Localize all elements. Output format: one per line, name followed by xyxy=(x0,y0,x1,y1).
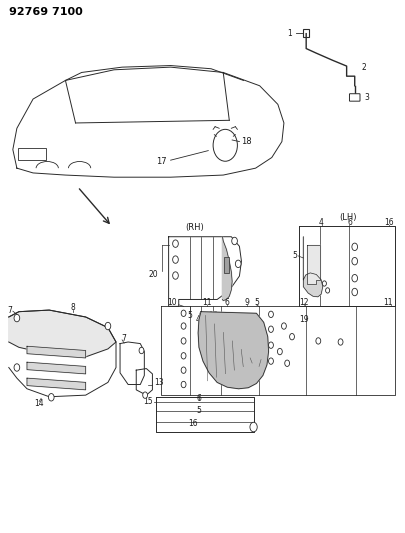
Text: 1: 1 xyxy=(287,29,291,38)
Polygon shape xyxy=(298,226,394,306)
Text: 7: 7 xyxy=(121,334,126,343)
Circle shape xyxy=(268,342,273,349)
Circle shape xyxy=(213,130,237,161)
Text: 5: 5 xyxy=(291,252,296,260)
Bar xyxy=(303,29,308,37)
Circle shape xyxy=(351,243,357,251)
Text: 19: 19 xyxy=(298,315,308,324)
Circle shape xyxy=(268,358,273,365)
Circle shape xyxy=(14,314,20,322)
Circle shape xyxy=(337,339,342,345)
Circle shape xyxy=(172,256,178,263)
Circle shape xyxy=(289,334,294,340)
Circle shape xyxy=(181,338,185,344)
Text: 8: 8 xyxy=(70,303,75,312)
Text: 6: 6 xyxy=(224,298,229,307)
Circle shape xyxy=(105,322,111,330)
Text: 5: 5 xyxy=(196,406,201,415)
Circle shape xyxy=(48,393,54,401)
Text: 92769 7100: 92769 7100 xyxy=(9,7,82,18)
Bar xyxy=(224,257,229,273)
Text: 7: 7 xyxy=(7,305,12,314)
Circle shape xyxy=(268,311,273,318)
Polygon shape xyxy=(27,362,85,374)
Circle shape xyxy=(281,323,286,329)
Text: 6: 6 xyxy=(346,218,351,227)
Polygon shape xyxy=(136,368,152,395)
Text: 15: 15 xyxy=(143,397,152,406)
Circle shape xyxy=(277,349,281,355)
Text: 6: 6 xyxy=(198,311,203,320)
Text: 5: 5 xyxy=(254,298,258,307)
Polygon shape xyxy=(27,346,85,358)
Text: 11: 11 xyxy=(383,298,392,307)
Polygon shape xyxy=(156,397,253,432)
Text: (RH): (RH) xyxy=(184,223,203,232)
Text: 4: 4 xyxy=(318,218,323,227)
Circle shape xyxy=(172,240,178,247)
Circle shape xyxy=(249,422,257,432)
Text: 10: 10 xyxy=(167,298,176,307)
Circle shape xyxy=(181,323,185,329)
Circle shape xyxy=(181,353,185,359)
Circle shape xyxy=(181,381,185,387)
Polygon shape xyxy=(120,342,144,384)
Bar xyxy=(18,149,46,160)
Polygon shape xyxy=(9,310,116,397)
Text: 20: 20 xyxy=(149,270,158,279)
Circle shape xyxy=(315,338,320,344)
Text: 13: 13 xyxy=(154,378,164,387)
Circle shape xyxy=(235,260,241,268)
Polygon shape xyxy=(198,312,268,389)
Text: 18: 18 xyxy=(241,137,252,146)
Polygon shape xyxy=(27,378,85,390)
Circle shape xyxy=(172,272,178,279)
Polygon shape xyxy=(222,237,232,301)
Text: 16: 16 xyxy=(188,419,197,428)
Text: 9: 9 xyxy=(244,298,249,307)
Text: 2: 2 xyxy=(361,63,365,71)
Text: 5: 5 xyxy=(187,311,192,320)
Circle shape xyxy=(351,257,357,265)
Text: 6: 6 xyxy=(196,394,201,403)
Text: 11: 11 xyxy=(202,298,211,307)
Polygon shape xyxy=(9,310,116,357)
Text: 14: 14 xyxy=(34,399,44,408)
Text: 12: 12 xyxy=(298,298,308,307)
Text: 3: 3 xyxy=(364,93,369,102)
Text: 16: 16 xyxy=(207,311,217,320)
Text: 16: 16 xyxy=(384,218,393,227)
Polygon shape xyxy=(168,237,241,306)
Circle shape xyxy=(351,274,357,282)
FancyBboxPatch shape xyxy=(349,94,359,101)
Circle shape xyxy=(139,348,143,354)
Polygon shape xyxy=(307,245,320,284)
Circle shape xyxy=(284,360,289,367)
Text: 17: 17 xyxy=(156,157,166,166)
Text: 4: 4 xyxy=(195,315,200,324)
Circle shape xyxy=(325,288,329,293)
Circle shape xyxy=(231,237,237,245)
Text: (LH): (LH) xyxy=(338,213,356,222)
Circle shape xyxy=(322,281,326,286)
Circle shape xyxy=(181,310,185,317)
Circle shape xyxy=(268,326,273,333)
Circle shape xyxy=(181,367,185,373)
Circle shape xyxy=(14,364,20,371)
Polygon shape xyxy=(303,237,322,297)
Circle shape xyxy=(143,392,147,398)
Circle shape xyxy=(351,288,357,296)
